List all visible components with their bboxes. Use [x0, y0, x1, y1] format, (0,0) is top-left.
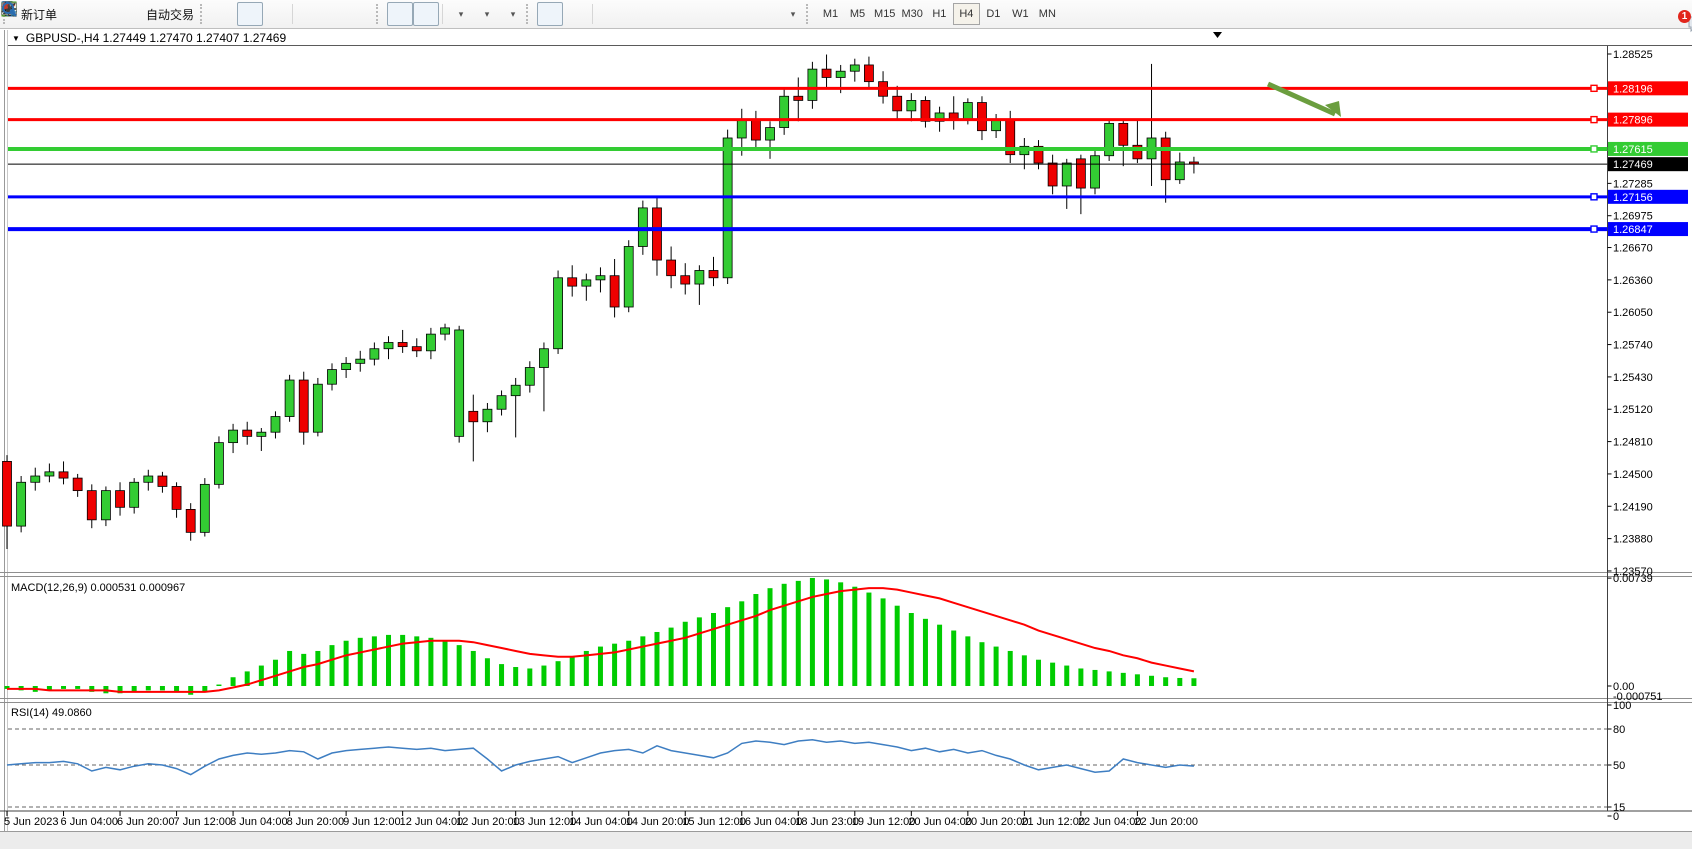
toolbar-grip[interactable] — [526, 4, 533, 24]
svg-text:-0.000751: -0.000751 — [1613, 691, 1663, 703]
svg-text:21 Jun 12:00: 21 Jun 12:00 — [1021, 816, 1085, 828]
svg-text:0.00: 0.00 — [1613, 681, 1634, 693]
svg-text:22 Jun 20:00: 22 Jun 20:00 — [1134, 816, 1198, 828]
toolbar-grip[interactable] — [806, 4, 813, 24]
svg-text:14 Jun 20:00: 14 Jun 20:00 — [626, 816, 690, 828]
svg-text:12 Jun 04:00: 12 Jun 04:00 — [400, 816, 464, 828]
svg-text:1.28525: 1.28525 — [1613, 49, 1653, 61]
svg-text:14 Jun 04:00: 14 Jun 04:00 — [569, 816, 633, 828]
auto-trading-label: 自动交易 — [146, 7, 195, 22]
svg-text:80: 80 — [1613, 724, 1625, 736]
timeframe-h1[interactable]: H1 — [932, 8, 947, 20]
svg-text:1.26670: 1.26670 — [1613, 243, 1653, 255]
svg-text:1.27896: 1.27896 — [1613, 115, 1653, 127]
chevron-down-icon: ▾ — [484, 8, 490, 19]
svg-text:19 Jun 12:00: 19 Jun 12:00 — [852, 816, 916, 828]
chevron-down-icon: ▾ — [458, 8, 464, 19]
svg-text:20 Jun 04:00: 20 Jun 04:00 — [908, 816, 972, 828]
timeframe-m30[interactable]: M30 — [901, 8, 923, 20]
toolbar: 新订单 自动交易 — [0, 0, 1692, 33]
rsi-indicator-label: RSI(14) 49.0860 — [11, 707, 92, 719]
svg-text:1.27615: 1.27615 — [1613, 144, 1653, 156]
timeframe-m15[interactable]: M15 — [874, 8, 896, 20]
svg-text:22 Jun 04:00: 22 Jun 04:00 — [1078, 816, 1142, 828]
toolbar-grip[interactable] — [376, 4, 383, 24]
timeframe-d1[interactable]: D1 — [986, 8, 1001, 20]
svg-text:13 Jun 12:00: 13 Jun 12:00 — [513, 816, 577, 828]
svg-text:5 Jun 2023: 5 Jun 2023 — [4, 816, 58, 828]
svg-text:20 Jun 20:00: 20 Jun 20:00 — [965, 816, 1029, 828]
svg-text:1.26360: 1.26360 — [1613, 275, 1653, 287]
svg-text:15 Jun 12:00: 15 Jun 12:00 — [682, 816, 746, 828]
chevron-down-icon: ▾ — [510, 8, 516, 19]
svg-text:9 Jun 12:00: 9 Jun 12:00 — [343, 816, 401, 828]
svg-text:1.28196: 1.28196 — [1613, 83, 1653, 95]
svg-text:1.25120: 1.25120 — [1613, 404, 1653, 416]
svg-text:1.26050: 1.26050 — [1613, 307, 1653, 319]
chart-title: GBPUSD-,H4 1.27449 1.27470 1.27407 1.274… — [25, 31, 287, 45]
svg-text:18 Jun 23:00: 18 Jun 23:00 — [795, 816, 859, 828]
svg-text:0.00739: 0.00739 — [1613, 573, 1653, 585]
toolbar-separator — [592, 4, 594, 24]
svg-text:1.25430: 1.25430 — [1613, 372, 1653, 384]
svg-text:50: 50 — [1613, 760, 1625, 772]
svg-text:1.26975: 1.26975 — [1613, 211, 1653, 223]
svg-text:1.24810: 1.24810 — [1613, 437, 1653, 449]
svg-text:1.23570: 1.23570 — [1613, 566, 1653, 578]
timeframe-w1[interactable]: W1 — [1012, 8, 1029, 20]
notification-badge: 1 — [1678, 10, 1691, 23]
svg-text:100: 100 — [1613, 700, 1631, 712]
svg-text:1.23880: 1.23880 — [1613, 534, 1653, 546]
toolbar-separator — [442, 4, 444, 24]
svg-text:6 Jun 20:00: 6 Jun 20:00 — [117, 816, 175, 828]
timeframe-mn[interactable]: MN — [1038, 8, 1056, 20]
chevron-down-icon: ▾ — [790, 8, 796, 19]
macd-indicator-label: MACD(12,26,9) 0.000531 0.000967 — [11, 582, 186, 594]
timeframe-h4[interactable]: H4 — [952, 3, 980, 25]
svg-text:1.25740: 1.25740 — [1613, 340, 1653, 352]
new-order-label: 新订单 — [21, 7, 58, 22]
toolbar-grip[interactable] — [200, 4, 207, 24]
svg-text:1.27469: 1.27469 — [1613, 159, 1653, 171]
svg-text:1.27285: 1.27285 — [1613, 178, 1653, 190]
svg-text:7 Jun 12:00: 7 Jun 12:00 — [174, 816, 232, 828]
toolbar-separator — [292, 4, 294, 24]
timeframe-m1[interactable]: M1 — [822, 8, 839, 20]
svg-text:0: 0 — [1613, 811, 1619, 823]
svg-text:1.27156: 1.27156 — [1613, 192, 1653, 204]
timeframe-m5[interactable]: M5 — [849, 8, 866, 20]
svg-text:1.24500: 1.24500 — [1613, 469, 1653, 481]
svg-text:15: 15 — [1613, 802, 1625, 814]
svg-text:8 Jun 20:00: 8 Jun 20:00 — [287, 816, 345, 828]
chart-titlebar[interactable]: ▼ GBPUSD-,H4 1.27449 1.27470 1.27407 1.2… — [8, 31, 1684, 45]
svg-text:8 Jun 04:00: 8 Jun 04:00 — [230, 816, 288, 828]
svg-text:1.26847: 1.26847 — [1613, 224, 1653, 236]
svg-text:1.24190: 1.24190 — [1613, 501, 1653, 513]
svg-text:6 Jun 04:00: 6 Jun 04:00 — [61, 816, 119, 828]
svg-text:12 Jun 20:00: 12 Jun 20:00 — [456, 816, 520, 828]
chart-dropdown-icon[interactable]: ▼ — [12, 33, 20, 43]
svg-text:16 Jun 04:00: 16 Jun 04:00 — [739, 816, 803, 828]
